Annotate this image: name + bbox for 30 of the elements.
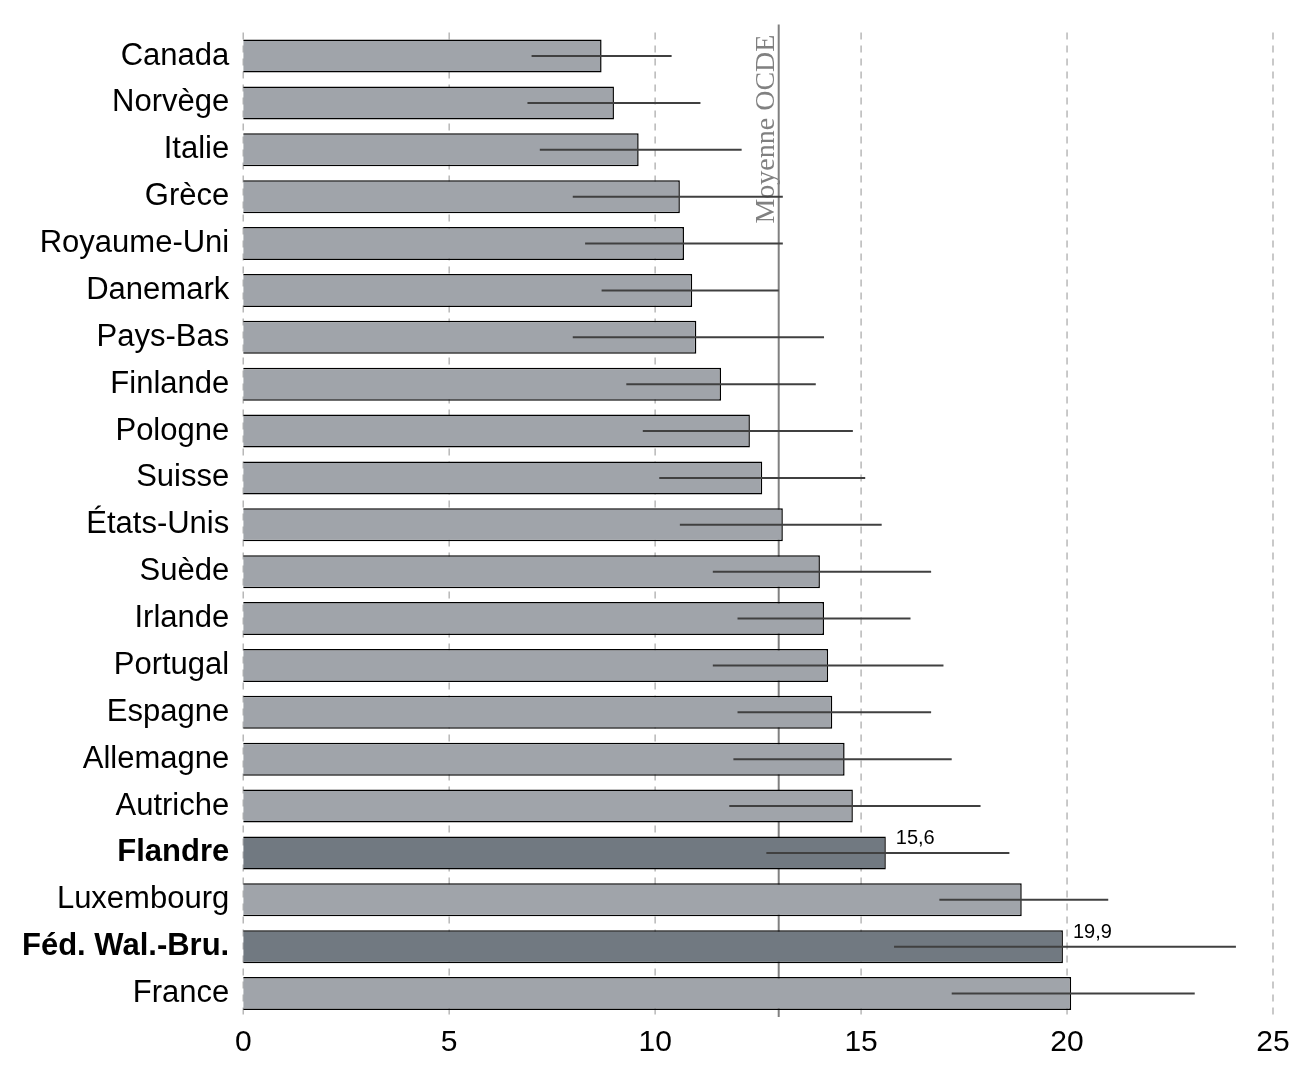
y-tick-label: Canada [120,36,230,72]
y-tick-label: Espagne [106,692,230,728]
y-tick-label: Royaume-Uni [39,224,230,260]
y-tick-label: Grèce [144,177,230,213]
x-tick-label: 20 [1050,1024,1084,1058]
y-tick-label: Italie [163,130,230,166]
y-tick-label: Danemark [86,270,230,306]
x-tick-label: 25 [1256,1024,1290,1058]
y-tick-label: Suisse [136,458,230,494]
x-tick-label: 5 [440,1024,458,1058]
y-tick-label: Irlande [134,599,230,635]
y-tick-label: Autriche [115,786,230,822]
y-tick-label: Allemagne [82,739,230,775]
y-tick-label: Finlande [110,364,230,400]
y-tick-label: Suède [139,552,230,588]
y-tick-label: Norvège [112,83,230,119]
y-tick-label: Luxembourg [56,880,230,916]
y-tick-label: Flandre [117,833,230,869]
x-tick-label: 0 [234,1024,252,1058]
y-tick-label: Pays-Bas [96,317,230,353]
y-tick-label: Portugal [113,645,230,681]
y-tick-label: Féd. Wal.-Bru. [21,927,230,963]
y-tick-label: Pologne [115,411,230,447]
x-tick-label: 10 [638,1024,672,1058]
ref-line-label: Moyenne OCDE [749,34,781,224]
y-tick-label: États-Unis [86,505,230,541]
data-label: 19,9 [1072,920,1112,943]
data-label: 15,6 [895,826,935,849]
x-tick-label: 15 [844,1024,878,1058]
y-tick-label: France [132,974,230,1010]
